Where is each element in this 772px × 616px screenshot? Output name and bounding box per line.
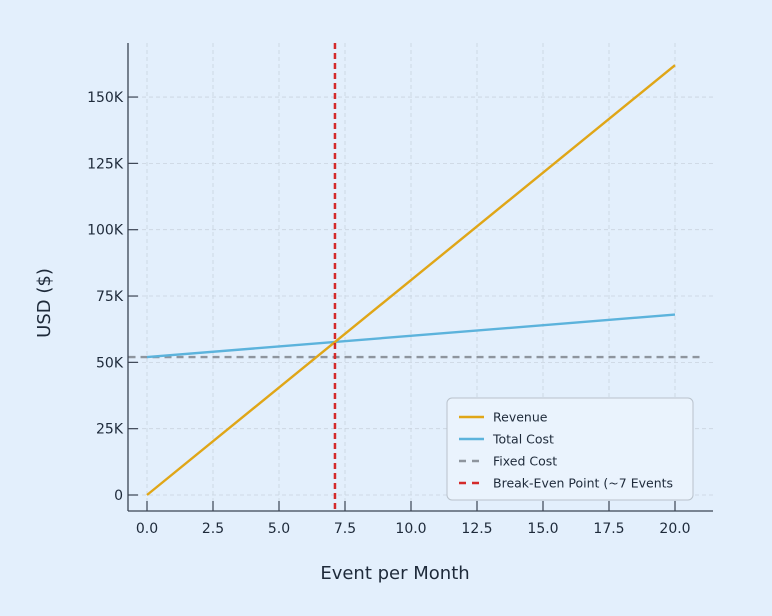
x-tick-label: 15.0 [527,521,558,537]
y-tick-label: 50K [96,355,124,371]
revenue-line [146,64,676,496]
y-tick-label: 150K [87,90,124,106]
x-tick-label: 5.0 [268,521,290,537]
x-tick-label: 20.0 [659,521,690,537]
ticks: 0.0 2.5 5.0 7.5 10.0 12.5 15.0 17.5 20.0 0 25K 50K 7… [87,90,690,537]
legend-label: Fixed Cost [493,454,557,469]
y-axis-label: USD ($) [34,268,55,338]
total-cost-line [146,313,676,359]
x-tick-label: 0.0 [136,521,158,537]
x-tick-label: 2.5 [202,521,224,537]
x-tick-label: 10.0 [395,521,426,537]
x-tick-label: 17.5 [593,521,624,537]
y-tick-label: 25K [96,422,124,438]
x-tick-label: 7.5 [334,521,356,537]
series-lines [128,43,702,511]
grid [128,43,713,511]
x-axis-label: Event per Month [320,563,469,584]
y-tick-label: 125K [87,156,124,172]
y-tick-label: 0 [114,488,123,504]
legend: Revenue Total Cost Fixed Cost Break-Even Po… [446,397,694,501]
y-tick-label: 75K [96,289,124,305]
legend-label: Break-Even Point (~7 Events [493,476,673,491]
legend-label: Revenue [493,410,548,425]
y-tick-label: 100K [87,223,124,239]
x-tick-label: 12.5 [461,521,492,537]
legend-label: Total Cost [492,432,554,447]
legend-box [446,397,694,501]
